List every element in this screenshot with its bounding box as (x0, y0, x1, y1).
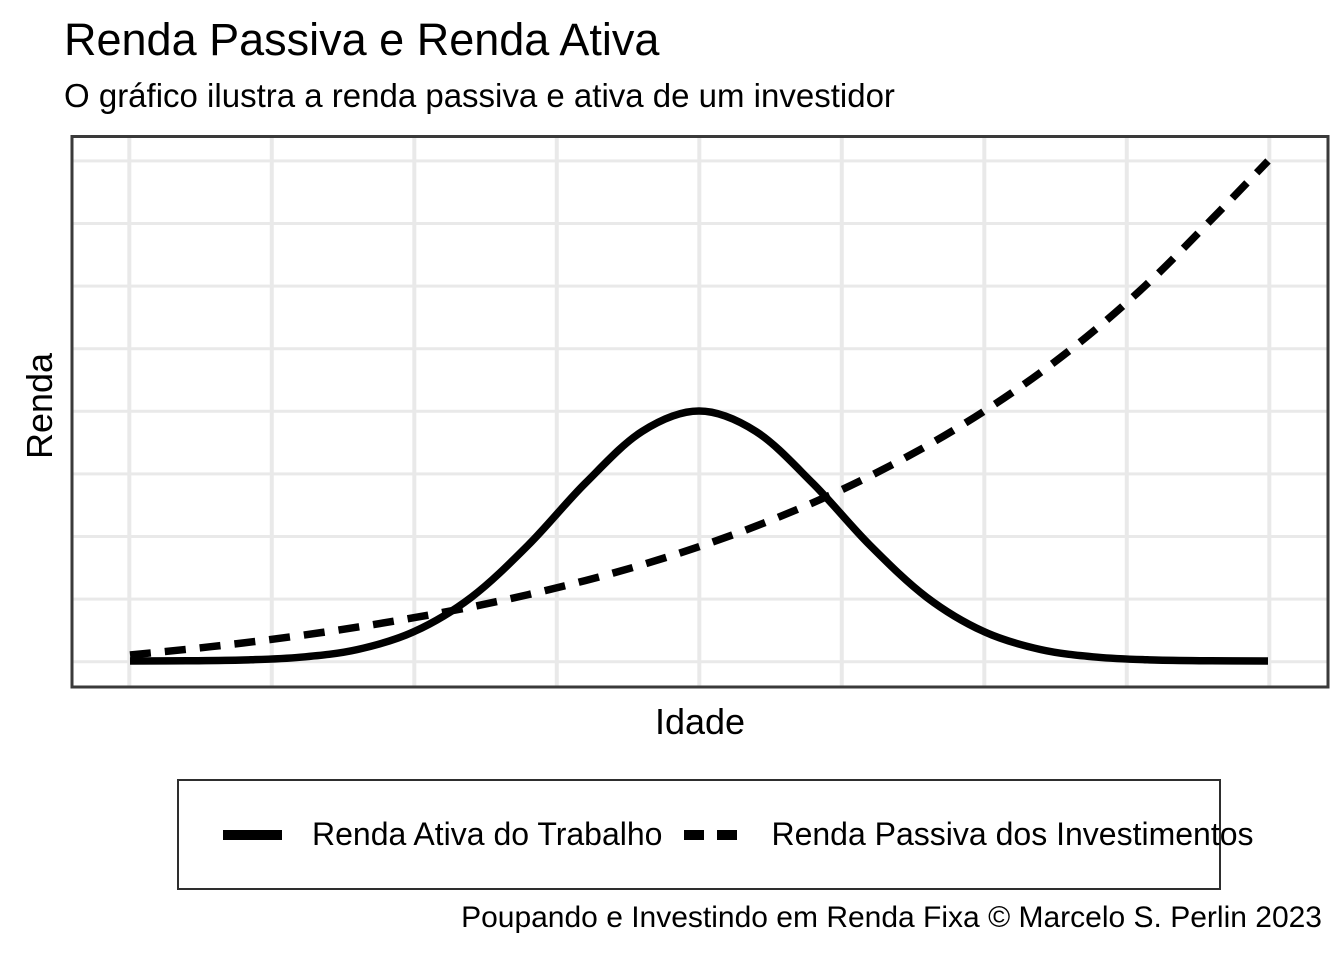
y-axis-title: Renda (19, 352, 60, 460)
plot-subtitle: O gráfico ilustra a renda passiva e ativ… (64, 77, 895, 114)
plot-title: Renda Passiva e Renda Ativa (64, 14, 660, 65)
legend-label-renda-ativa: Renda Ativa do Trabalho (312, 816, 663, 852)
solid-line-series (129, 407, 1269, 665)
legend-item-renda-ativa: Renda Ativa do Trabalho (223, 816, 662, 853)
caption: Poupando e Investindo em Renda Fixa © Ma… (461, 901, 1322, 934)
solid-line-key-icon (223, 829, 282, 840)
legend-item-renda-passiva: Renda Passiva dos Investimentos (684, 816, 1254, 853)
dashed-line-series (129, 158, 1271, 659)
legend-label-renda-passiva: Renda Passiva dos Investimentos (771, 816, 1254, 852)
legend-box: Renda Ativa do Trabalho Renda Passiva do… (177, 779, 1254, 890)
panel-border (70, 135, 1330, 689)
x-axis-title: Idade (654, 701, 746, 742)
plot-panel (70, 135, 1330, 689)
dashed-line-key-icon (684, 829, 738, 840)
